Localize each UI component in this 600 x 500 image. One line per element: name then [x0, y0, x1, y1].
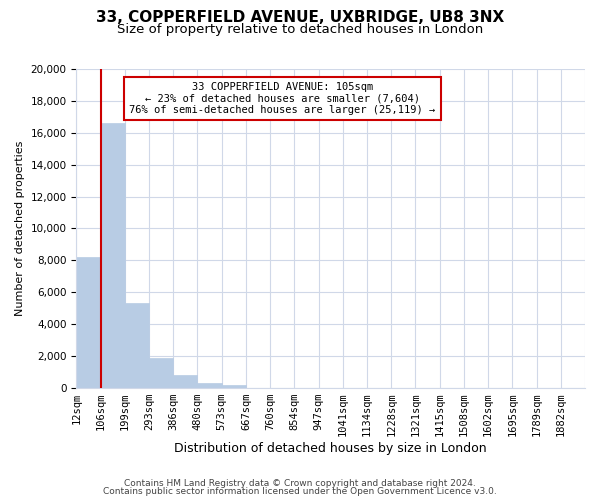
Bar: [125, 304, 149, 388]
Text: Size of property relative to detached houses in London: Size of property relative to detached ho…: [117, 22, 483, 36]
Text: Contains public sector information licensed under the Open Government Licence v3: Contains public sector information licen…: [103, 487, 497, 496]
Text: 33 COPPERFIELD AVENUE: 105sqm
← 23% of detached houses are smaller (7,604)
76% o: 33 COPPERFIELD AVENUE: 105sqm ← 23% of d…: [129, 82, 436, 115]
Bar: [149, 358, 173, 388]
Y-axis label: Number of detached properties: Number of detached properties: [15, 140, 25, 316]
Bar: [76, 257, 101, 388]
Bar: [101, 123, 125, 388]
Bar: [173, 376, 197, 388]
Bar: [197, 383, 222, 388]
X-axis label: Distribution of detached houses by size in London: Distribution of detached houses by size …: [175, 442, 487, 455]
Text: Contains HM Land Registry data © Crown copyright and database right 2024.: Contains HM Land Registry data © Crown c…: [124, 478, 476, 488]
Text: 33, COPPERFIELD AVENUE, UXBRIDGE, UB8 3NX: 33, COPPERFIELD AVENUE, UXBRIDGE, UB8 3N…: [96, 10, 504, 25]
Bar: [222, 385, 246, 388]
